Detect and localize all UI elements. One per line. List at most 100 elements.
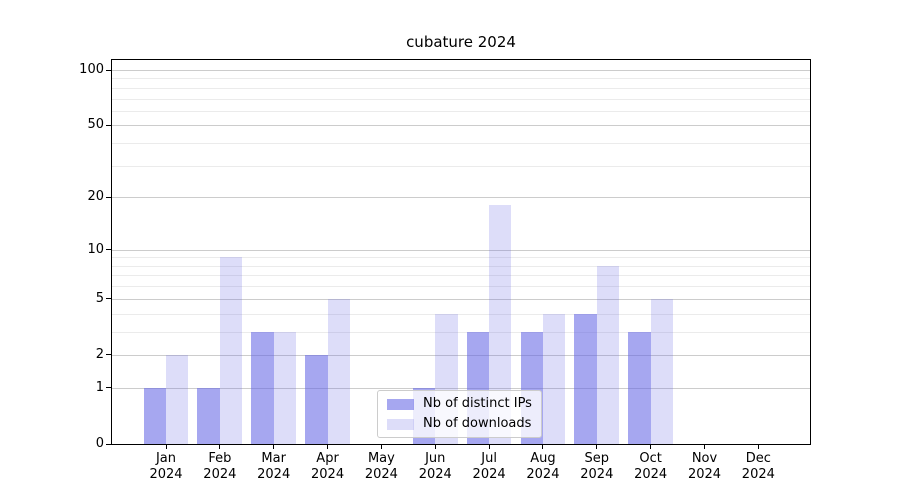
x-tick-mark (434, 445, 436, 449)
x-tick-label: Jan 2024 (138, 451, 194, 483)
gridline-minor (112, 110, 810, 112)
x-tick-year: 2024 (418, 467, 452, 482)
x-tick-month: Dec (745, 451, 771, 466)
gridline-major (112, 354, 810, 356)
plot-area (111, 59, 811, 445)
x-tick-mark (488, 445, 490, 449)
bar-distinct-ips (628, 331, 651, 444)
x-tick-year: 2024 (580, 467, 614, 482)
x-tick-year: 2024 (741, 467, 775, 482)
x-tick-mark (596, 445, 598, 449)
bar-downloads (219, 257, 243, 444)
x-tick-label: Sep 2024 (569, 451, 625, 483)
x-tick-month: Jul (481, 451, 497, 466)
gridline-minor (112, 165, 810, 167)
x-tick-label: Dec 2024 (730, 451, 786, 483)
x-tick-month: Jun (425, 451, 446, 466)
y-tick-mark (106, 387, 111, 389)
x-tick-year: 2024 (634, 467, 668, 482)
y-tick-label: 50 (87, 117, 104, 133)
x-tick-label: Apr 2024 (300, 451, 356, 483)
y-tick-mark (106, 354, 111, 356)
x-tick-year: 2024 (311, 467, 345, 482)
legend-item-distinct-ips: Nb of distinct IPs (387, 396, 532, 412)
y-tick-label: 10 (87, 241, 104, 257)
x-tick-mark (380, 445, 382, 449)
bar-distinct-ips (197, 387, 220, 444)
x-tick-year: 2024 (687, 467, 722, 482)
x-tick-mark (542, 445, 544, 449)
bar-downloads (166, 354, 189, 444)
bar-distinct-ips (251, 331, 274, 444)
y-tick-mark (106, 249, 111, 251)
bar-distinct-ips (574, 313, 597, 444)
gridline-minor (112, 87, 810, 89)
x-tick-year: 2024 (203, 467, 237, 482)
gridline-minor (112, 313, 810, 315)
gridline-major (112, 298, 810, 300)
bar-distinct-ips (305, 354, 328, 444)
gridline-minor (112, 331, 810, 333)
x-tick-label: Jul 2024 (461, 451, 517, 483)
x-tick-label: May 2024 (353, 451, 409, 483)
gridline-minor (112, 98, 810, 100)
x-tick-year: 2024 (149, 467, 183, 482)
x-tick-label: Oct 2024 (623, 451, 679, 483)
x-tick-mark (327, 445, 329, 449)
legend-label-distinct-ips: Nb of distinct IPs (423, 396, 532, 411)
legend-label-downloads: Nb of downloads (423, 416, 532, 431)
gridline-minor (112, 286, 810, 288)
x-tick-month: Sep (584, 451, 610, 466)
y-tick-label: 0 (95, 436, 104, 451)
gridline-major (112, 387, 810, 389)
legend: Nb of distinct IPs Nb of downloads (377, 390, 542, 438)
x-tick-month: Nov (691, 451, 718, 466)
x-tick-year: 2024 (364, 467, 398, 482)
y-tick-label: 1 (95, 379, 104, 395)
x-tick-month: Aug (530, 451, 556, 466)
y-tick-label: 5 (95, 290, 104, 306)
gridline-major (112, 70, 810, 71)
gridline-minor (112, 257, 810, 259)
x-tick-month: Feb (208, 451, 232, 466)
bar-downloads (596, 265, 620, 444)
gridline-minor (112, 265, 810, 267)
x-tick-month: May (367, 451, 395, 466)
x-tick-month: Apr (316, 451, 339, 466)
gridline-major (112, 249, 810, 251)
bar-downloads (542, 313, 566, 444)
bar-downloads (489, 205, 512, 444)
gridline-major (112, 125, 810, 127)
x-tick-mark (165, 445, 167, 449)
legend-item-downloads: Nb of downloads (387, 416, 532, 432)
y-tick-mark (106, 69, 111, 71)
gridline-major (112, 197, 810, 199)
x-tick-mark (219, 445, 221, 449)
x-tick-label: Feb 2024 (192, 451, 248, 483)
gridline-minor (112, 143, 810, 145)
x-tick-year: 2024 (257, 467, 291, 482)
y-tick-label: 100 (79, 62, 104, 77)
x-tick-label: Mar 2024 (246, 451, 302, 483)
bar-downloads (650, 298, 674, 444)
legend-swatch-downloads (387, 418, 414, 430)
x-tick-month: Oct (639, 451, 662, 466)
y-tick-mark (106, 124, 111, 126)
legend-swatch-distinct-ips (387, 398, 414, 410)
bar-downloads (327, 298, 350, 444)
x-tick-label: Aug 2024 (515, 451, 571, 483)
x-tick-year: 2024 (526, 467, 560, 482)
y-tick-mark (106, 196, 111, 198)
x-tick-month: Jan (155, 451, 177, 466)
x-tick-year: 2024 (472, 467, 506, 482)
x-tick-month: Mar (261, 451, 286, 466)
gridline-minor (112, 78, 810, 80)
x-tick-mark (650, 445, 652, 449)
x-tick-mark (273, 445, 275, 449)
y-tick-label: 20 (87, 189, 104, 205)
bar-distinct-ips (143, 387, 166, 444)
x-tick-mark (757, 445, 759, 449)
bar-downloads (273, 331, 297, 444)
y-tick-mark (106, 443, 111, 445)
